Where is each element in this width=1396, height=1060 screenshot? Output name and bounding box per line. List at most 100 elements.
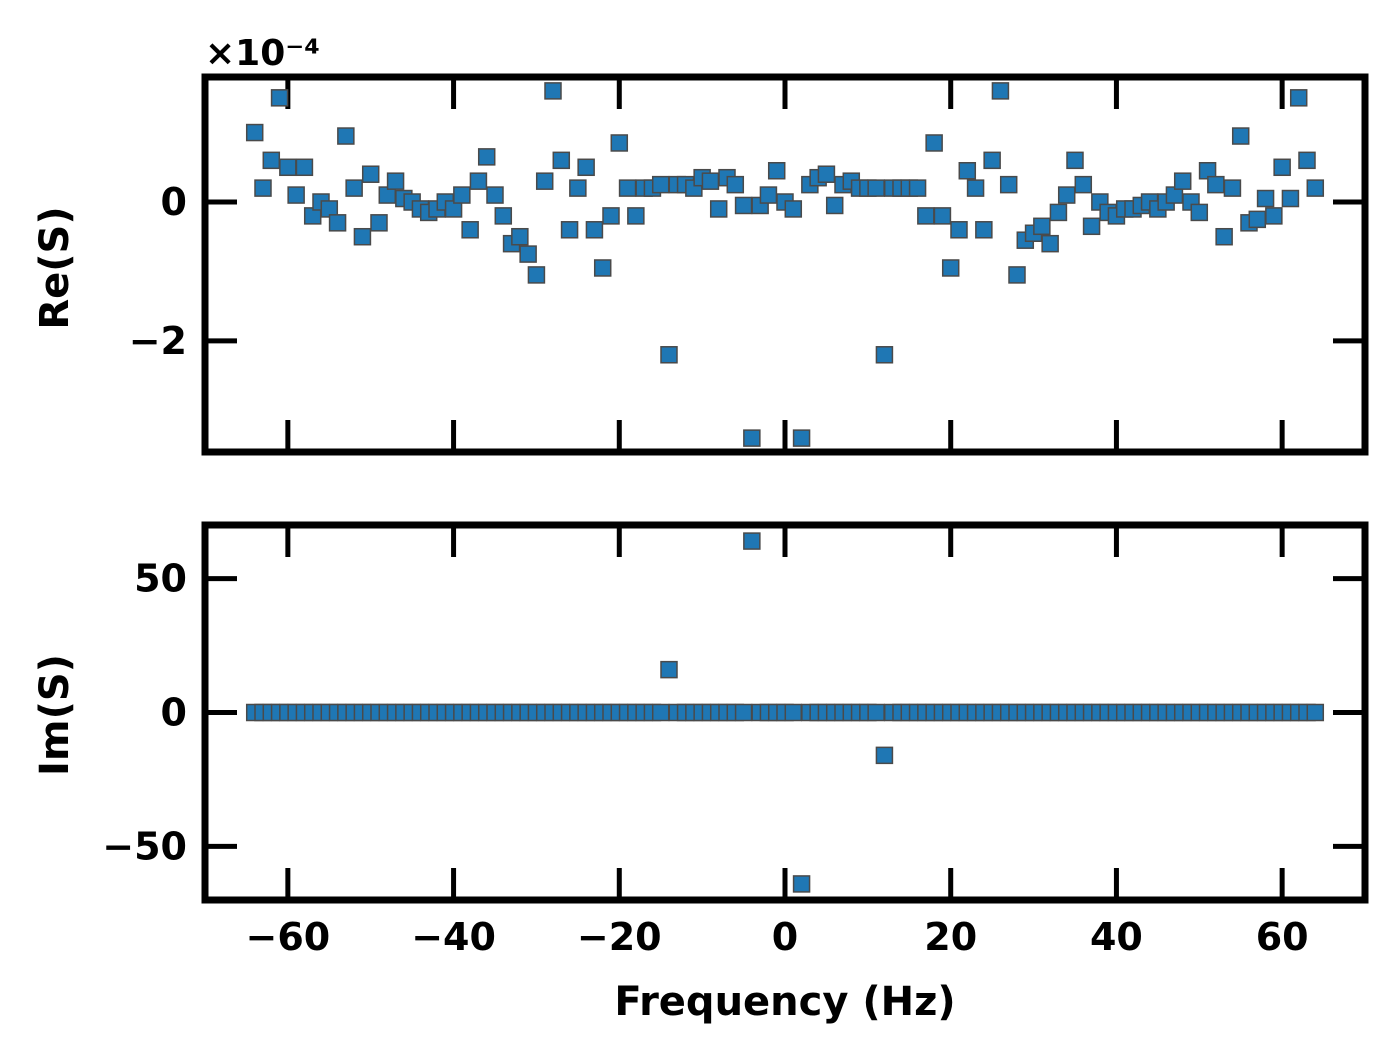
data-point: [295, 158, 314, 177]
data-point: [361, 165, 380, 183]
data-point: [975, 221, 993, 239]
data-point: [709, 200, 728, 218]
data-point: [651, 175, 670, 194]
data-point: [825, 196, 844, 215]
ylabel-top: Re(S): [32, 206, 78, 329]
xlabel-bottom: Frequency (Hz): [614, 979, 955, 1025]
data-point: [792, 429, 811, 447]
xtick-labels-bottom: −60 −40 −20 0 20 40 60: [245, 915, 1308, 959]
data-point: [660, 660, 678, 679]
xtick-label: 20: [924, 915, 977, 959]
data-point: [254, 179, 272, 197]
data-point: [585, 221, 604, 239]
points-bottom: [245, 532, 1325, 893]
data-point: [875, 746, 894, 765]
data-point: [453, 186, 471, 204]
data-point: [867, 703, 885, 722]
data-point: [328, 214, 347, 232]
data-point: [743, 532, 761, 550]
data-point: [1306, 179, 1325, 197]
ytick-labels-bottom: −50 0 50: [102, 557, 187, 869]
data-point: [817, 165, 836, 183]
data-point: [651, 703, 670, 722]
data-point: [535, 172, 554, 190]
data-point: [983, 151, 1001, 170]
data-point: [726, 175, 745, 194]
data-point: [552, 151, 571, 170]
data-point: [1057, 186, 1076, 204]
data-point: [734, 703, 753, 722]
data-point: [577, 158, 595, 177]
data-point: [494, 207, 513, 225]
xtick-label: −60: [245, 915, 330, 959]
data-point: [519, 245, 537, 263]
data-point: [1231, 127, 1250, 145]
data-point: [1008, 266, 1026, 284]
xtick-label: −40: [411, 915, 496, 959]
data-point: [991, 82, 1010, 100]
data-point: [1082, 217, 1101, 236]
data-point: [602, 207, 620, 225]
data-point: [941, 259, 960, 277]
data-point: [1041, 234, 1059, 253]
ytick-label: 0: [161, 691, 187, 735]
data-point: [933, 207, 952, 225]
data-point: [784, 200, 803, 218]
data-point: [1033, 217, 1051, 236]
data-point: [1215, 227, 1233, 246]
ytick-label: −50: [102, 824, 187, 868]
data-point: [1074, 175, 1093, 194]
data-point: [345, 179, 363, 197]
panel-imag-part: −50 0 50 −60 −40 −20 0 20 40 60 Im(S) Frequency …: [32, 521, 1369, 1025]
data-point: [660, 346, 678, 364]
data-point: [560, 221, 579, 239]
data-point: [569, 179, 587, 197]
data-point: [792, 875, 811, 893]
data-point: [245, 123, 264, 142]
data-point: [1190, 203, 1209, 222]
data-point: [337, 127, 355, 145]
data-point: [1298, 151, 1316, 170]
data-point: [908, 179, 927, 197]
data-point: [1256, 189, 1275, 208]
data-point: [759, 186, 778, 204]
data-point: [353, 227, 372, 246]
ticks-bottom: [205, 525, 1365, 900]
data-point: [1173, 172, 1192, 190]
ytick-label: 0: [161, 180, 187, 224]
xtick-label: 60: [1256, 915, 1309, 959]
xtick-label: −20: [577, 915, 662, 959]
data-point: [958, 162, 977, 180]
data-point: [461, 221, 479, 239]
xtick-label: 0: [772, 915, 798, 959]
ytick-labels-top: −2 0: [129, 180, 187, 363]
data-point: [262, 151, 281, 170]
data-point: [1066, 151, 1084, 170]
data-point: [743, 429, 761, 447]
offset-text: ×10⁻⁴: [205, 33, 320, 74]
data-point: [1248, 210, 1267, 229]
data-point: [527, 266, 546, 284]
points-top: [245, 82, 1325, 447]
data-point: [966, 179, 985, 197]
ticks-top: [205, 77, 1365, 452]
ytick-label: −2: [129, 319, 187, 363]
data-point: [1265, 207, 1283, 225]
data-point: [1289, 89, 1308, 107]
data-point: [999, 175, 1018, 194]
data-point: [610, 134, 629, 152]
data-point: [767, 162, 786, 180]
data-point: [950, 221, 968, 239]
data-point: [279, 158, 297, 177]
data-point: [511, 227, 529, 246]
data-point: [627, 207, 645, 225]
data-point: [867, 179, 885, 197]
data-point: [270, 89, 289, 107]
data-point: [734, 196, 753, 215]
data-point: [1306, 703, 1325, 722]
data-point: [469, 172, 488, 190]
data-point: [1273, 158, 1291, 177]
axes-frame-top: [201, 73, 1369, 456]
xtick-label: 40: [1090, 915, 1143, 959]
